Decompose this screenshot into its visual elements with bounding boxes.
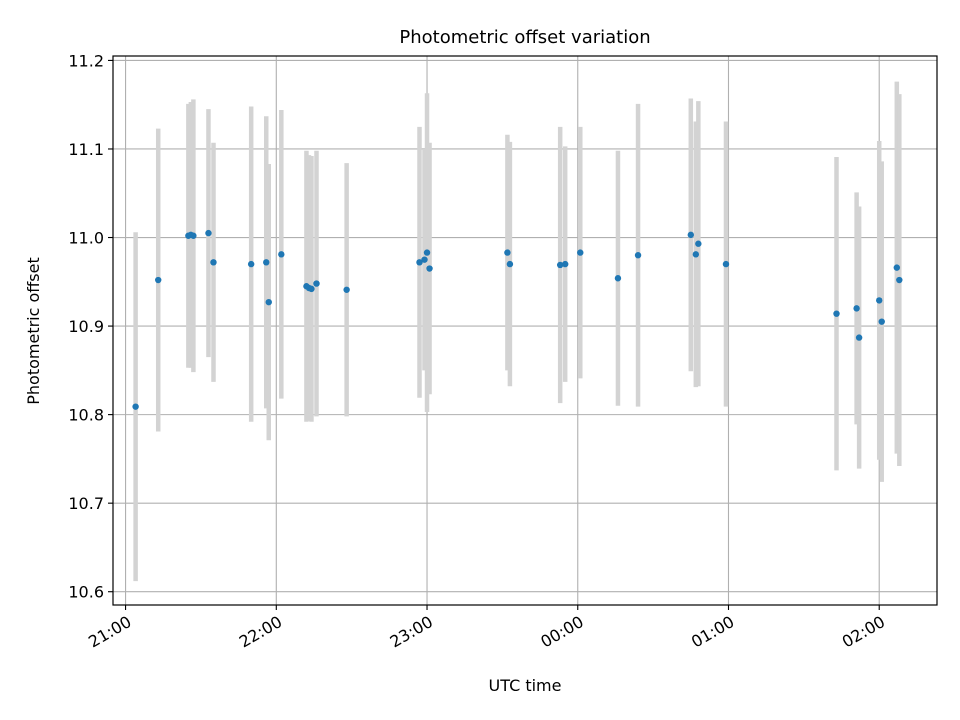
data-point [561,260,569,268]
data-point [263,259,270,266]
data-point [577,249,584,256]
data-point [423,249,431,256]
data-point [247,260,255,268]
y-tick-label: 11.2 [68,51,104,70]
data-point [695,240,702,247]
y-axis-label: Photometric offset [24,257,43,405]
y-tick-label: 10.7 [68,494,104,513]
data-point [687,231,695,239]
data-point [421,256,428,263]
data-point [313,280,320,287]
data-point [416,259,423,266]
data-point [343,286,350,293]
data-point [556,261,564,269]
x-axis-label: UTC time [489,676,562,695]
data-point [876,297,883,304]
data-point [155,276,162,284]
data-point [692,251,700,258]
y-tick-label: 10.9 [68,317,104,336]
data-point [853,305,860,312]
data-point [278,251,285,258]
y-tick-label: 11.1 [68,140,104,159]
y-axis-ticks: 10.6 10.7 10.8 10.9 11.0 11.1 11.2 [68,51,113,602]
chart-title: Photometric offset variation [399,27,650,48]
data-point [506,260,514,268]
data-point [504,249,511,256]
data-point [132,403,139,410]
data-point [878,318,885,325]
data-point [308,285,315,293]
data-point [896,276,903,284]
data-point [893,264,901,271]
data-point [833,310,840,317]
data-point [722,260,730,268]
y-tick-label: 11.0 [68,229,104,248]
data-points [132,229,903,410]
data-point [210,259,217,266]
data-point [190,232,197,239]
y-tick-label: 10.6 [68,583,104,602]
data-point [855,334,863,341]
data-point [614,275,622,282]
data-point [426,265,433,272]
data-point [265,298,272,306]
plot-frame [112,55,938,606]
data-point [634,252,642,259]
y-tick-label: 10.8 [68,406,104,425]
data-point [205,229,212,237]
